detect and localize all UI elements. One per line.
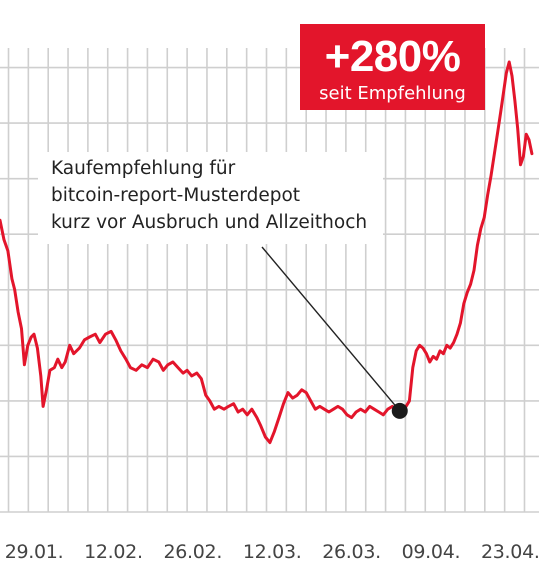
recommendation-marker [391,402,408,419]
horizontal-grid [0,66,539,513]
performance-value: +280% [324,32,461,81]
series-line [0,60,534,445]
x-tick-label: 09.04. [402,541,461,563]
annotation-box: Kaufempfehlung für bitcoin-report-Muster… [38,152,383,244]
x-tick-label: 26.03. [322,541,381,563]
annotation-line: kurz vor Ausbruch und Allzeithoch [51,212,368,233]
x-tick-label: 23.04. [481,541,539,563]
annotation-line: bitcoin-report-Musterdepot [51,185,301,206]
performance-badge: +280% seit Empfehlung [300,24,485,110]
annotation-line: Kaufempfehlung für [51,158,236,179]
annotation-pointer-line [261,246,401,412]
x-tick-label: 29.01. [5,541,64,563]
x-tick-label: 12.03. [243,541,302,563]
performance-caption: seit Empfehlung [319,83,466,104]
vertical-grid [7,48,526,512]
x-tick-label: 12.02. [84,541,143,563]
x-axis-tick-labels: 29.01. 12.02. 26.02. 12.03. 26.03. 09.04. 23.0… [5,541,539,563]
x-tick-label: 26.02. [163,541,222,563]
